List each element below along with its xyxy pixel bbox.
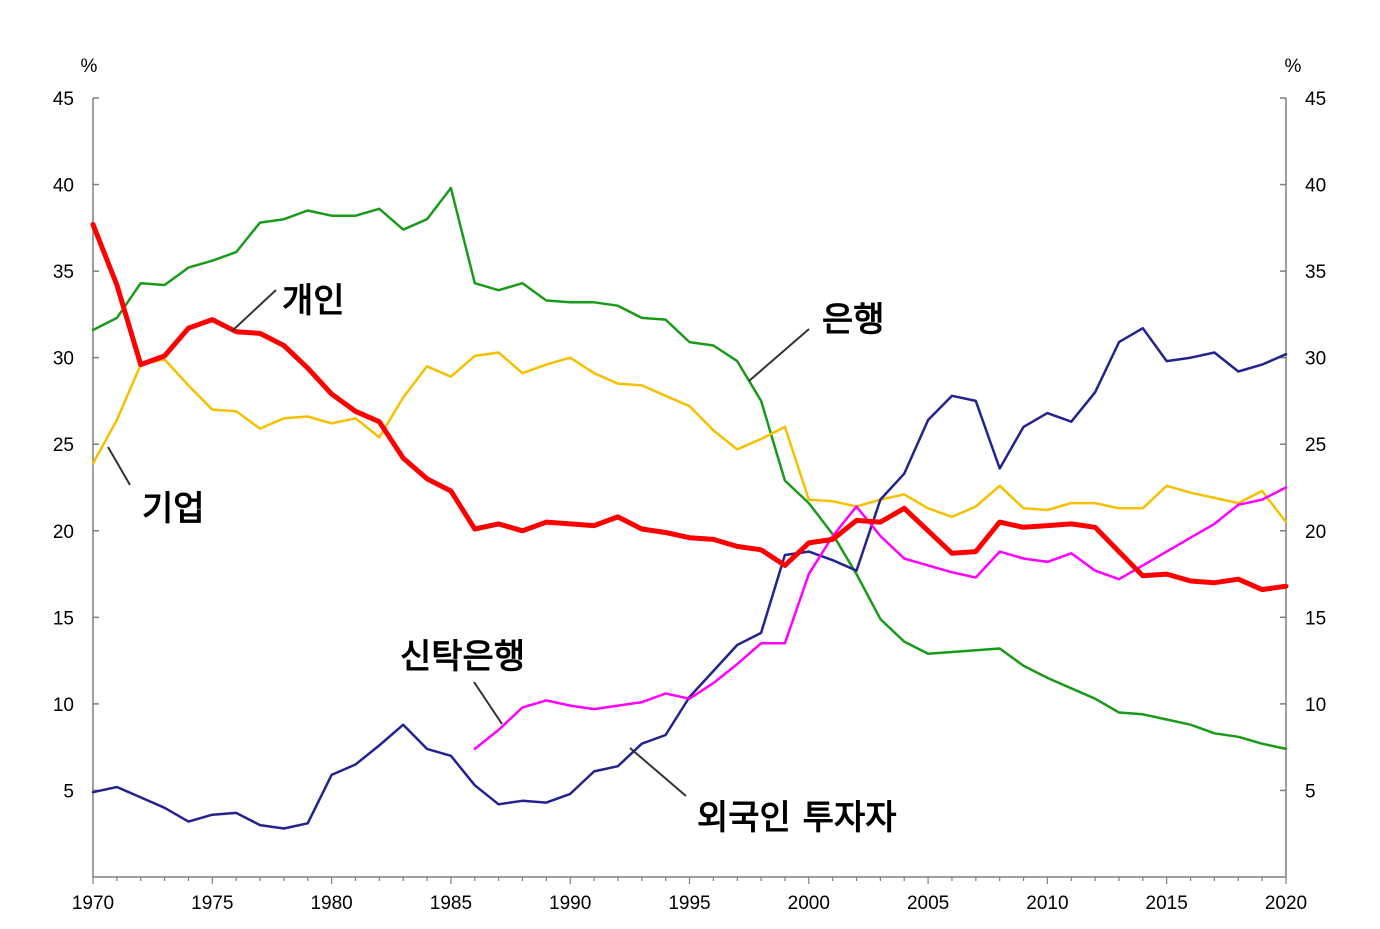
y-tick-label-right: 10 [1305, 695, 1326, 716]
series-line-trust-bank [473, 486, 1288, 751]
y-tick-label-right: 15 [1305, 608, 1326, 629]
series-line-bank [91, 186, 1288, 751]
y-tick-label-right: 30 [1305, 349, 1326, 370]
series-line-foreign-investor [91, 326, 1288, 830]
label-foreign-investor: 외국인 투자자 [697, 798, 897, 838]
x-tick-label: 2015 [1146, 893, 1188, 914]
annotation-leaders [107, 289, 810, 797]
leader-corporate [107, 446, 131, 486]
y-tick-label-left: 45 [53, 89, 74, 110]
y-tick-label-left: 20 [53, 522, 74, 543]
x-tick-label: 2005 [907, 893, 949, 914]
leader-individual [231, 289, 277, 332]
x-tick-label: 1975 [191, 893, 233, 914]
label-trust-bank: 신탁은행 [400, 637, 525, 677]
series-lines [90, 186, 1289, 830]
y-tick-label-right: 45 [1305, 89, 1326, 110]
label-bank: 은행 [822, 300, 885, 340]
y-tick-label-left: 30 [53, 349, 74, 370]
x-tick-label: 1970 [72, 893, 114, 914]
y-tick-label-left: 40 [53, 176, 74, 197]
x-tick-label: 1985 [430, 893, 472, 914]
y-tick-label-right: 35 [1305, 262, 1326, 283]
x-tick-label: 1980 [310, 893, 352, 914]
x-tick-label: 2020 [1265, 893, 1307, 914]
y-tick-label-right: 40 [1305, 176, 1326, 197]
y-tick-label-left: 25 [53, 435, 74, 456]
y-tick-label-left: 15 [53, 608, 74, 629]
series-line-individual [90, 221, 1289, 593]
left-unit-label: % [81, 56, 98, 77]
leader-bank [748, 328, 810, 382]
y-tick-label-right: 20 [1305, 522, 1326, 543]
y-tick-label-left: 5 [63, 781, 74, 802]
y-tick-label-right: 25 [1305, 435, 1326, 456]
x-tick-label: 1995 [668, 893, 710, 914]
x-tick-label: 2010 [1026, 893, 1068, 914]
leader-trust-bank [473, 681, 503, 725]
x-tick-label: 1990 [549, 893, 591, 914]
y-tick-label-right: 5 [1305, 781, 1316, 802]
label-individual: 개인 [282, 281, 345, 321]
right-unit-label: % [1285, 56, 1302, 77]
y-tick-label-left: 10 [53, 695, 74, 716]
leader-foreign-investor [629, 747, 687, 797]
label-corporate: 기업 [142, 489, 205, 529]
series-line-corporate [91, 351, 1288, 524]
y-tick-label-left: 35 [53, 262, 74, 283]
x-tick-label: 2000 [788, 893, 830, 914]
